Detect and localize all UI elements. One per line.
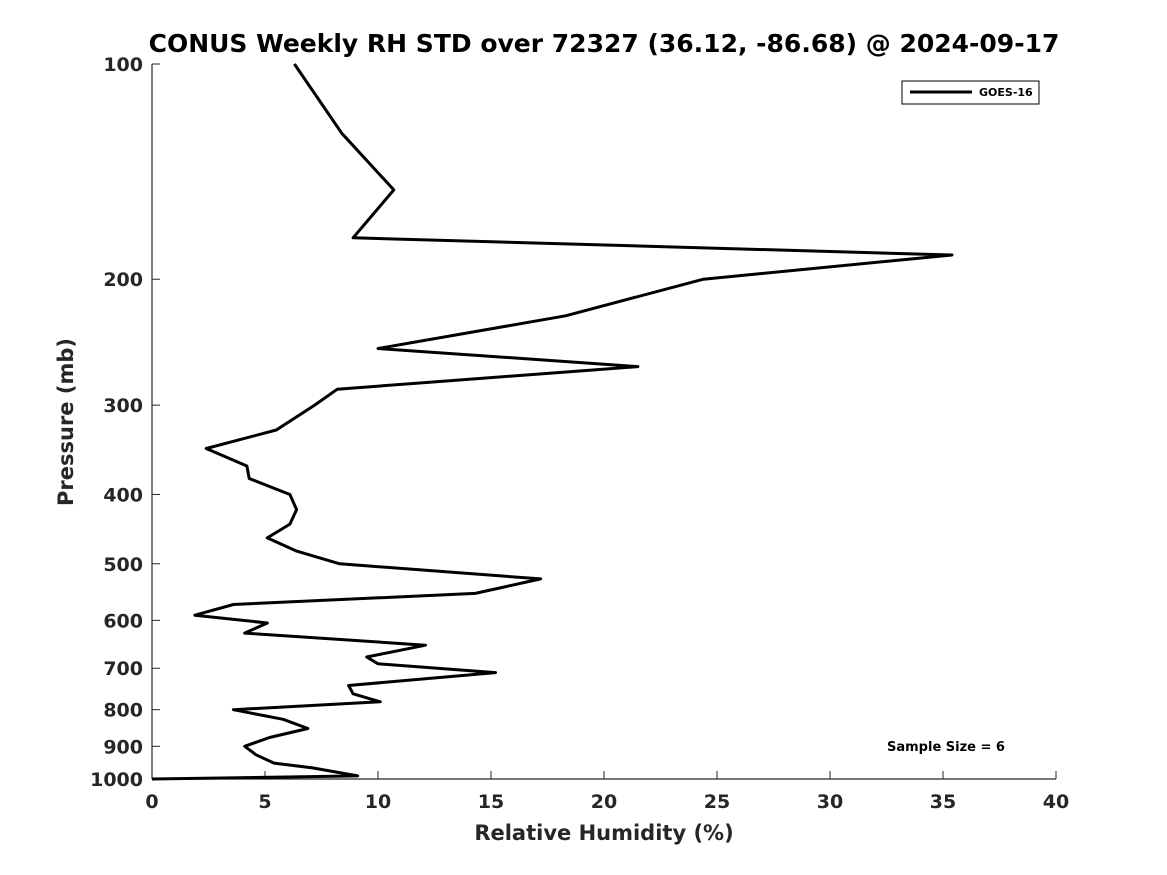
y-tick-label: 500: [103, 554, 143, 576]
sample-size-annotation: Sample Size = 6: [887, 740, 1005, 755]
y-axis-ticks: 100 200 300 400 500 600 700 800 900 1000: [90, 54, 160, 791]
x-tick-label: 35: [930, 791, 956, 813]
x-tick-label: 20: [591, 791, 617, 813]
legend-label-goes-16: GOES-16: [979, 86, 1033, 99]
chart-title: CONUS Weekly RH STD over 72327 (36.12, -…: [149, 29, 1060, 58]
y-tick-label: 400: [103, 484, 143, 506]
y-tick-label: 1000: [90, 769, 143, 791]
x-tick-label: 30: [817, 791, 843, 813]
y-tick-label: 800: [103, 700, 143, 722]
x-tick-label: 10: [365, 791, 391, 813]
x-tick-label: 25: [704, 791, 730, 813]
x-tick-label: 0: [145, 791, 158, 813]
x-axis-ticks: 0 5 10 15 20 25 30 35 40: [145, 771, 1069, 813]
y-tick-label: 900: [103, 736, 143, 758]
series-layer: [151, 63, 954, 781]
x-tick-label: 15: [478, 791, 504, 813]
x-axis-label: Relative Humidity (%): [474, 821, 733, 845]
plot-area: 0 5 10 15 20 25 30 35 40 100 200 300 400 500 600 700 80…: [90, 54, 1069, 813]
series-line-goes-16: [151, 63, 954, 781]
y-tick-label: 300: [103, 395, 143, 417]
x-tick-label: 40: [1043, 791, 1069, 813]
y-tick-label: 100: [103, 54, 143, 76]
y-tick-label: 700: [103, 658, 143, 680]
x-tick-label: 5: [258, 791, 271, 813]
y-tick-label: 200: [103, 269, 143, 291]
legend: GOES-16: [901, 80, 1040, 105]
y-tick-label: 600: [103, 610, 143, 632]
y-axis-label: Pressure (mb): [54, 338, 78, 506]
